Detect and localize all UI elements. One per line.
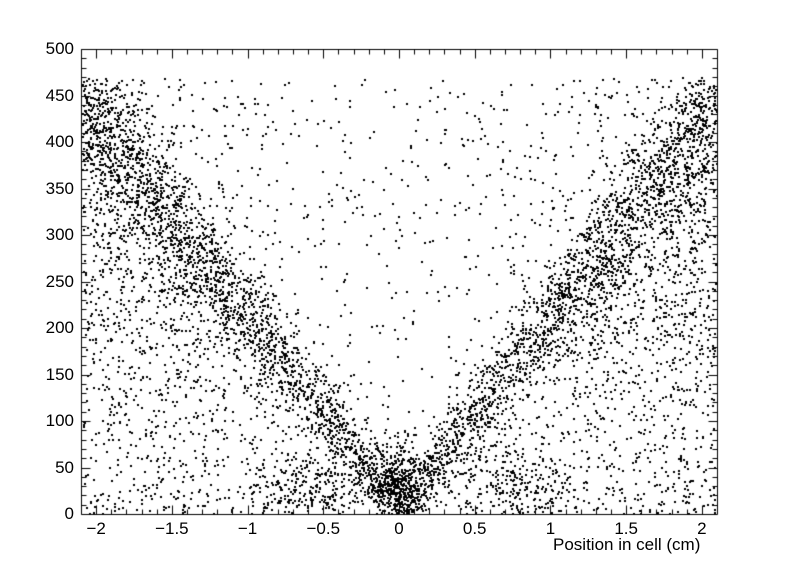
x-tick-label: 1.5: [614, 519, 638, 538]
x-tick-label: 1: [545, 519, 556, 538]
x-tick-label: 0: [394, 519, 404, 538]
y-tick-label: 450: [45, 85, 74, 105]
y-tick-label: 400: [45, 132, 74, 151]
x-tick-label: −1: [237, 519, 258, 538]
x-tick-label: −1.5: [155, 519, 189, 538]
y-tick-label: 500: [45, 39, 74, 58]
x-tick-label: 0.5: [462, 519, 487, 538]
x-tick-label: −2: [86, 519, 106, 538]
y-tick-label: 150: [45, 364, 74, 384]
y-tick-label: 200: [45, 318, 74, 337]
y-tick-label: 50: [55, 457, 74, 477]
y-tick-label: 350: [45, 178, 74, 198]
y-tick-label: 100: [45, 411, 74, 430]
y-tick-label: 250: [45, 271, 74, 291]
x-axis-title: Position in cell (cm): [553, 535, 701, 554]
y-tick-label: 0: [64, 504, 74, 523]
y-tick-label: 300: [45, 225, 74, 244]
x-tick-label: 2: [697, 519, 707, 538]
x-tick-label: −0.5: [306, 519, 341, 538]
